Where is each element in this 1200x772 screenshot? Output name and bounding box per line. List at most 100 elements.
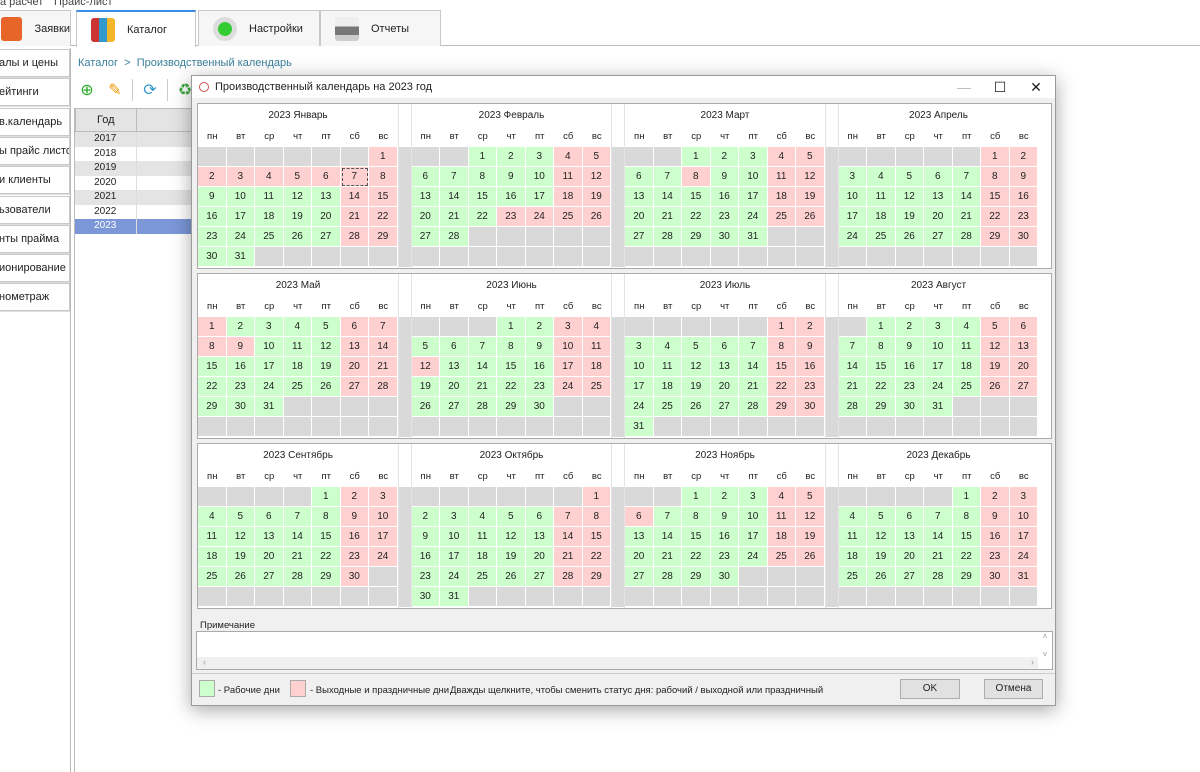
working-day-cell[interactable]: 4	[198, 507, 227, 527]
holiday-day-cell[interactable]: 14	[369, 337, 398, 357]
working-day-cell[interactable]: 15	[682, 527, 711, 547]
holiday-day-cell[interactable]: 17	[1009, 527, 1038, 547]
working-day-cell[interactable]: 5	[682, 337, 711, 357]
working-day-cell[interactable]: 23	[198, 227, 227, 247]
working-day-cell[interactable]: 15	[468, 187, 497, 207]
working-day-cell[interactable]: 20	[440, 377, 469, 397]
working-day-cell[interactable]: 12	[497, 527, 526, 547]
working-day-cell[interactable]: 14	[283, 527, 312, 547]
table-row[interactable]: 2019	[75, 161, 198, 176]
holiday-day-cell[interactable]: 30	[981, 567, 1010, 587]
working-day-cell[interactable]: 3	[838, 167, 867, 187]
working-day-cell[interactable]: 19	[867, 547, 896, 567]
ok-button[interactable]: OK	[900, 679, 960, 699]
holiday-day-cell[interactable]: 18	[767, 187, 796, 207]
working-day-cell[interactable]: 21	[952, 207, 981, 227]
working-day-cell[interactable]: 24	[440, 567, 469, 587]
working-day-cell[interactable]: 2	[411, 507, 440, 527]
holiday-day-cell[interactable]: 15	[767, 357, 796, 377]
working-day-cell[interactable]: 3	[739, 487, 768, 507]
working-day-cell[interactable]: 27	[924, 227, 953, 247]
working-day-cell[interactable]: 18	[468, 547, 497, 567]
column-year[interactable]: Год	[76, 109, 137, 131]
holiday-day-cell[interactable]: 8	[767, 337, 796, 357]
working-day-cell[interactable]: 27	[895, 567, 924, 587]
working-day-cell[interactable]: 10	[739, 507, 768, 527]
working-day-cell[interactable]: 16	[895, 357, 924, 377]
holiday-day-cell[interactable]: 12	[981, 337, 1010, 357]
working-day-cell[interactable]: 18	[838, 547, 867, 567]
working-day-cell[interactable]: 2	[497, 147, 526, 167]
holiday-day-cell[interactable]: 18	[554, 187, 583, 207]
working-day-cell[interactable]: 28	[739, 397, 768, 417]
working-day-cell[interactable]: 21	[653, 547, 682, 567]
working-day-cell[interactable]: 27	[411, 227, 440, 247]
holiday-day-cell[interactable]: 20	[1009, 357, 1038, 377]
working-day-cell[interactable]: 2	[226, 317, 255, 337]
working-day-cell[interactable]: 26	[867, 567, 896, 587]
holiday-day-cell[interactable]: 4	[255, 167, 284, 187]
working-day-cell[interactable]: 13	[710, 357, 739, 377]
working-day-cell[interactable]: 16	[497, 187, 526, 207]
holiday-day-cell[interactable]: 21	[340, 207, 369, 227]
working-day-cell[interactable]: 17	[440, 547, 469, 567]
working-day-cell[interactable]: 7	[653, 167, 682, 187]
working-day-cell[interactable]: 30	[226, 397, 255, 417]
holiday-day-cell[interactable]: 18	[582, 357, 611, 377]
working-day-cell[interactable]: 5	[497, 507, 526, 527]
holiday-day-cell[interactable]: 15	[981, 187, 1010, 207]
working-day-cell[interactable]: 9	[710, 507, 739, 527]
working-day-cell[interactable]: 13	[255, 527, 284, 547]
working-day-cell[interactable]: 18	[198, 547, 227, 567]
holiday-day-cell[interactable]: 21	[554, 547, 583, 567]
holiday-day-cell[interactable]: 9	[981, 507, 1010, 527]
holiday-day-cell[interactable]: 12	[796, 167, 825, 187]
holiday-day-cell[interactable]: 28	[554, 567, 583, 587]
working-day-cell[interactable]: 25	[838, 567, 867, 587]
working-day-cell[interactable]: 3	[255, 317, 284, 337]
sidebar-item[interactable]: нометраж	[0, 283, 70, 312]
working-day-cell[interactable]: 24	[739, 547, 768, 567]
working-day-cell[interactable]: 20	[924, 207, 953, 227]
working-day-cell[interactable]: 30	[198, 247, 227, 267]
working-day-cell[interactable]: 10	[255, 337, 284, 357]
working-day-cell[interactable]: 16	[198, 207, 227, 227]
working-day-cell[interactable]: 11	[838, 527, 867, 547]
working-day-cell[interactable]: 10	[525, 167, 554, 187]
working-day-cell[interactable]: 15	[682, 187, 711, 207]
holiday-day-cell[interactable]: 29	[767, 397, 796, 417]
holiday-day-cell[interactable]: 9	[340, 507, 369, 527]
working-day-cell[interactable]: 6	[255, 507, 284, 527]
working-day-cell[interactable]: 20	[710, 377, 739, 397]
working-day-cell[interactable]: 25	[867, 227, 896, 247]
holiday-day-cell[interactable]: 9	[796, 337, 825, 357]
holiday-day-cell[interactable]: 16	[796, 357, 825, 377]
holiday-day-cell[interactable]: 30	[1009, 227, 1038, 247]
sidebar-item[interactable]: алы и цены	[0, 49, 70, 77]
working-day-cell[interactable]: 13	[625, 527, 654, 547]
holiday-day-cell[interactable]: 26	[796, 207, 825, 227]
working-day-cell[interactable]: 16	[710, 527, 739, 547]
working-day-cell[interactable]: 14	[653, 187, 682, 207]
working-day-cell[interactable]: 11	[468, 527, 497, 547]
tab-catalog[interactable]: Каталог	[76, 10, 196, 47]
holiday-day-cell[interactable]: 20	[340, 357, 369, 377]
working-day-cell[interactable]: 9	[411, 527, 440, 547]
refresh-icon[interactable]: ⟳	[143, 82, 157, 99]
working-day-cell[interactable]: 31	[625, 417, 654, 437]
working-day-cell[interactable]: 16	[710, 187, 739, 207]
working-day-cell[interactable]: 20	[625, 547, 654, 567]
working-day-cell[interactable]: 1	[952, 487, 981, 507]
working-day-cell[interactable]: 25	[198, 567, 227, 587]
working-day-cell[interactable]: 29	[682, 567, 711, 587]
working-day-cell[interactable]: 13	[411, 187, 440, 207]
holiday-day-cell[interactable]: 6	[625, 507, 654, 527]
working-day-cell[interactable]: 13	[625, 187, 654, 207]
working-day-cell[interactable]: 29	[682, 227, 711, 247]
sidebar-item[interactable]: ы прайс листов	[0, 136, 70, 165]
holiday-day-cell[interactable]: 3	[1009, 487, 1038, 507]
working-day-cell[interactable]: 12	[895, 187, 924, 207]
working-day-cell[interactable]: 5	[867, 507, 896, 527]
working-day-cell[interactable]: 27	[440, 397, 469, 417]
working-day-cell[interactable]: 4	[283, 317, 312, 337]
